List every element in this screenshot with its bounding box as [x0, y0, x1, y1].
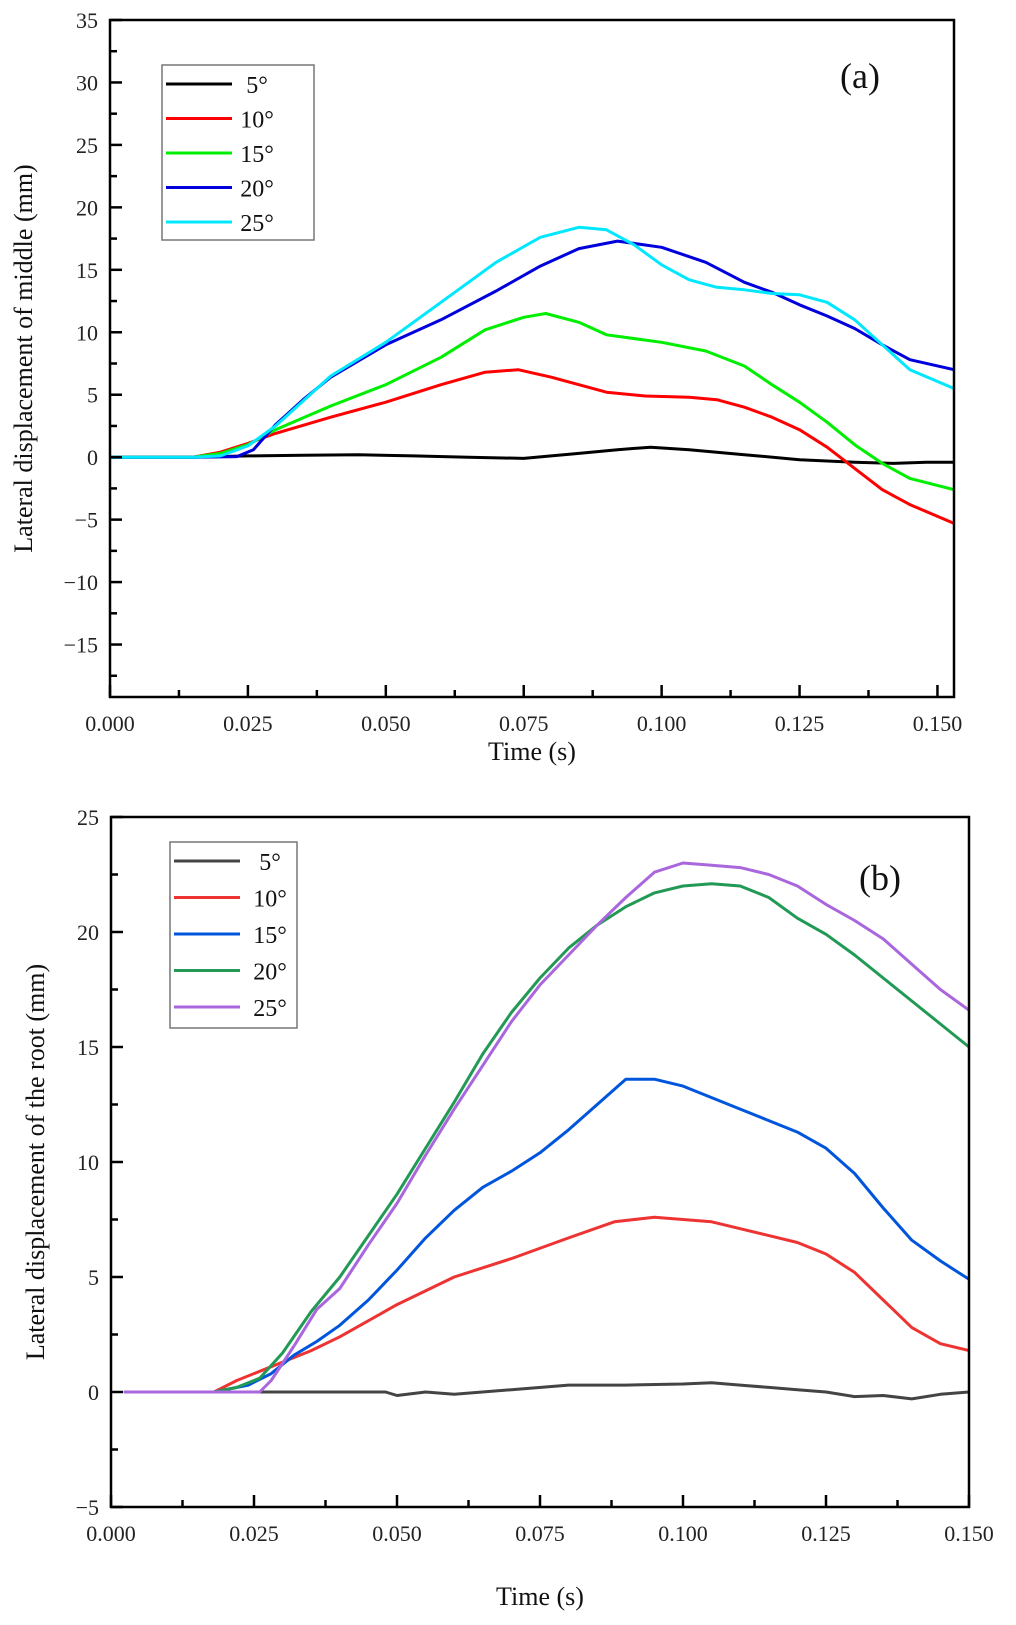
legend-label: 15°	[240, 142, 274, 168]
panel-label: (b)	[859, 858, 901, 898]
y-tick-label: −15	[64, 633, 98, 658]
x-tick-label: 0.075	[499, 711, 549, 736]
y-tick-label: 0	[87, 445, 98, 470]
y-tick-label: 25	[77, 805, 99, 830]
y-tick-label: 5	[88, 1265, 99, 1290]
series-line-5deg	[110, 445, 954, 465]
chart-panel-a: 0.000 0.025 0.050 0.075 0.100 0.125 0.150 −15 −1…	[9, 8, 962, 766]
y-tick-label: 30	[76, 70, 98, 95]
x-axis-title: Time (s)	[488, 737, 576, 766]
y-tick-label: 10	[76, 320, 98, 345]
y-tick-label: 15	[76, 258, 98, 283]
series-line-5deg	[123, 1381, 969, 1401]
y-axis-title: Lateral displacement of the root (mm)	[21, 964, 50, 1360]
x-tick-label: 0.000	[86, 1521, 136, 1546]
x-tick-label: 0.150	[944, 1521, 994, 1546]
y-tick-label: −5	[76, 1495, 99, 1520]
x-tick-label: 0.075	[515, 1521, 565, 1546]
y-tick-label: 25	[76, 133, 98, 158]
legend-label: 20°	[253, 960, 287, 986]
x-tick-label: 0.125	[775, 711, 825, 736]
series-line-10deg	[123, 1215, 969, 1394]
series-line-25deg	[110, 225, 954, 459]
legend-label: 10°	[240, 108, 274, 134]
y-tick-label: −10	[64, 570, 98, 595]
x-tick-label: 0.025	[223, 711, 273, 736]
x-tick-label: 0.100	[658, 1521, 708, 1546]
x-tick-label: 0.000	[85, 711, 135, 736]
y-tick-label: 35	[76, 8, 98, 33]
legend: 5° 10° 15° 20° 25°	[169, 841, 298, 1029]
plot-frame	[108, 18, 956, 699]
x-axis-title: Time (s)	[496, 1582, 584, 1611]
y-tick-label: 20	[76, 195, 98, 220]
legend: 5° 10° 15° 20° 25°	[161, 64, 315, 241]
x-tick-label: 0.125	[801, 1521, 851, 1546]
x-tick-label: 0.050	[361, 711, 411, 736]
legend-label: 5°	[259, 850, 281, 876]
y-tick-label: −5	[75, 508, 98, 533]
y-tick-label: 0	[88, 1380, 99, 1405]
y-tick-label: 20	[77, 920, 99, 945]
legend-label: 5°	[246, 73, 268, 99]
series-line-20deg	[123, 882, 969, 1394]
series-line-15deg	[123, 1077, 969, 1394]
y-tick-label: 10	[77, 1150, 99, 1175]
y-axis-title: Lateral displacement of middle (mm)	[9, 164, 38, 552]
series-line-10deg	[110, 368, 954, 525]
x-tick-label: 0.100	[637, 711, 687, 736]
series-line-25deg	[123, 861, 969, 1394]
y-tick-label: 5	[87, 383, 98, 408]
series-line-15deg	[110, 312, 954, 492]
x-tick-label: 0.050	[372, 1521, 422, 1546]
series-line-20deg	[110, 239, 954, 459]
legend-label: 10°	[253, 887, 287, 913]
legend-label: 25°	[240, 211, 274, 237]
x-tick-label: 0.150	[913, 711, 963, 736]
y-tick-label: 15	[77, 1035, 99, 1060]
x-tick-label: 0.025	[229, 1521, 279, 1546]
panel-label: (a)	[840, 56, 880, 96]
legend-label: 25°	[253, 996, 287, 1022]
legend-label: 15°	[253, 923, 287, 949]
legend-label: 20°	[240, 177, 274, 203]
chart-panel-b: 0.000 0.025 0.050 0.075 0.100 0.125 0.150 −5 0 5 1…	[21, 805, 994, 1611]
